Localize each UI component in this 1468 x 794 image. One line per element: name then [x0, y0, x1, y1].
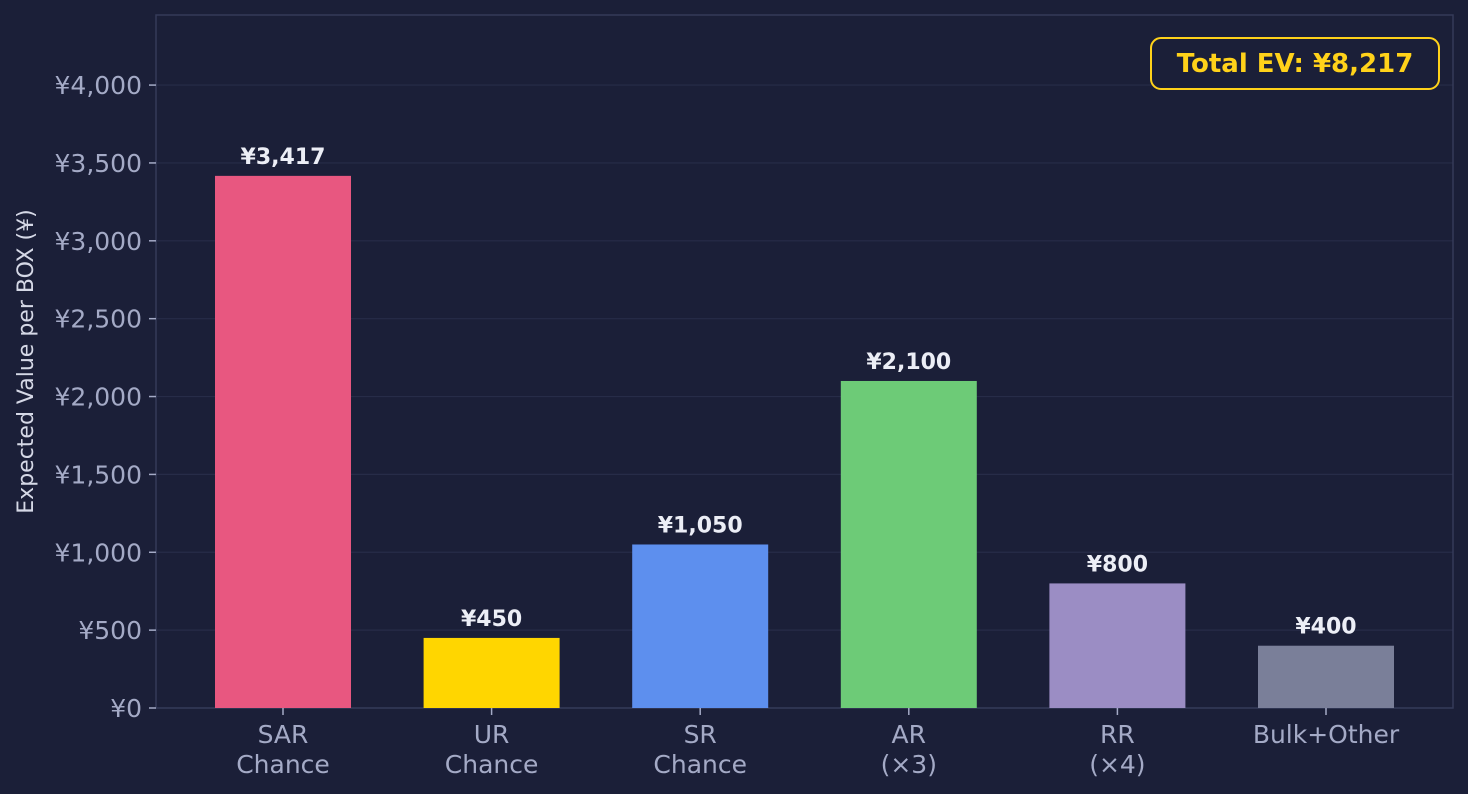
x-tick-label: (×3)	[881, 750, 937, 779]
y-tick-label: ¥1,500	[55, 460, 142, 489]
total-ev-box	[1150, 37, 1440, 90]
y-tick-label: ¥4,000	[55, 71, 142, 100]
y-tick-label: ¥3,500	[55, 149, 142, 178]
bar	[632, 544, 769, 708]
x-tick-label: AR	[892, 720, 926, 749]
x-tick-label: SAR	[258, 720, 309, 749]
bar	[1258, 645, 1394, 708]
x-tick-label: (×4)	[1089, 750, 1145, 779]
y-tick-label: ¥0	[110, 694, 142, 723]
y-tick-label: ¥1,000	[55, 538, 142, 567]
x-tick-label: RR	[1100, 720, 1135, 749]
bar	[423, 637, 560, 708]
x-tick-label: Chance	[653, 750, 747, 779]
y-tick-label: ¥500	[78, 616, 142, 645]
bar-value-label: ¥1,050	[658, 513, 743, 538]
x-tick-label: UR	[474, 720, 510, 749]
y-axis-title: Expected Value per BOX (¥)	[14, 209, 39, 513]
bar-value-label: ¥400	[1295, 615, 1356, 640]
x-tick-label: Bulk+Other	[1253, 720, 1400, 749]
bar	[840, 380, 977, 708]
x-tick-label: Chance	[445, 750, 539, 779]
bar	[215, 175, 351, 708]
bar-value-label: ¥800	[1087, 552, 1148, 577]
bar-value-label: ¥2,100	[866, 350, 951, 375]
y-tick-label: ¥2,000	[55, 383, 142, 412]
y-tick-label: ¥3,000	[55, 227, 142, 256]
x-tick-label: SR	[684, 720, 717, 749]
plot-frame	[155, 14, 1454, 709]
y-tick-label: ¥2,500	[55, 305, 142, 334]
bar-value-label: ¥3,417	[241, 145, 326, 170]
x-tick-label: Chance	[236, 750, 330, 779]
total-ev-label: Total EV: ¥8,217	[1177, 49, 1414, 79]
bar-value-label: ¥450	[461, 607, 522, 632]
bar	[1049, 583, 1186, 708]
plot-area: ¥0 ¥500 ¥1,000 ¥1,500 ¥2,000 ¥2,500 ¥3,000 ¥3,5…	[14, 14, 1454, 779]
